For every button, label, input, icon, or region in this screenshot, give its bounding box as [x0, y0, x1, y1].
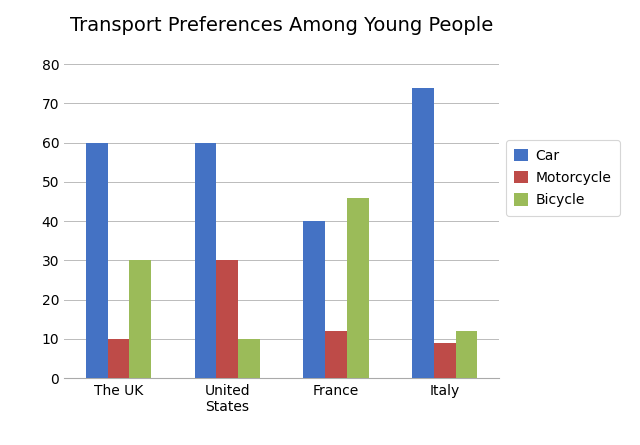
Title: Transport Preferences Among Young People: Transport Preferences Among Young People	[70, 16, 493, 35]
Bar	[412, 88, 434, 378]
Legend: Car, Motorcycle, Bicycle: Car, Motorcycle, Bicycle	[506, 140, 620, 216]
Bar	[238, 339, 260, 378]
Bar	[129, 260, 151, 378]
Bar	[434, 343, 456, 378]
Bar	[86, 143, 108, 378]
Bar	[456, 331, 477, 378]
Bar	[347, 198, 369, 378]
Bar	[108, 339, 129, 378]
Bar	[216, 260, 238, 378]
Bar	[325, 331, 347, 378]
Bar	[303, 221, 325, 378]
Bar	[195, 143, 216, 378]
